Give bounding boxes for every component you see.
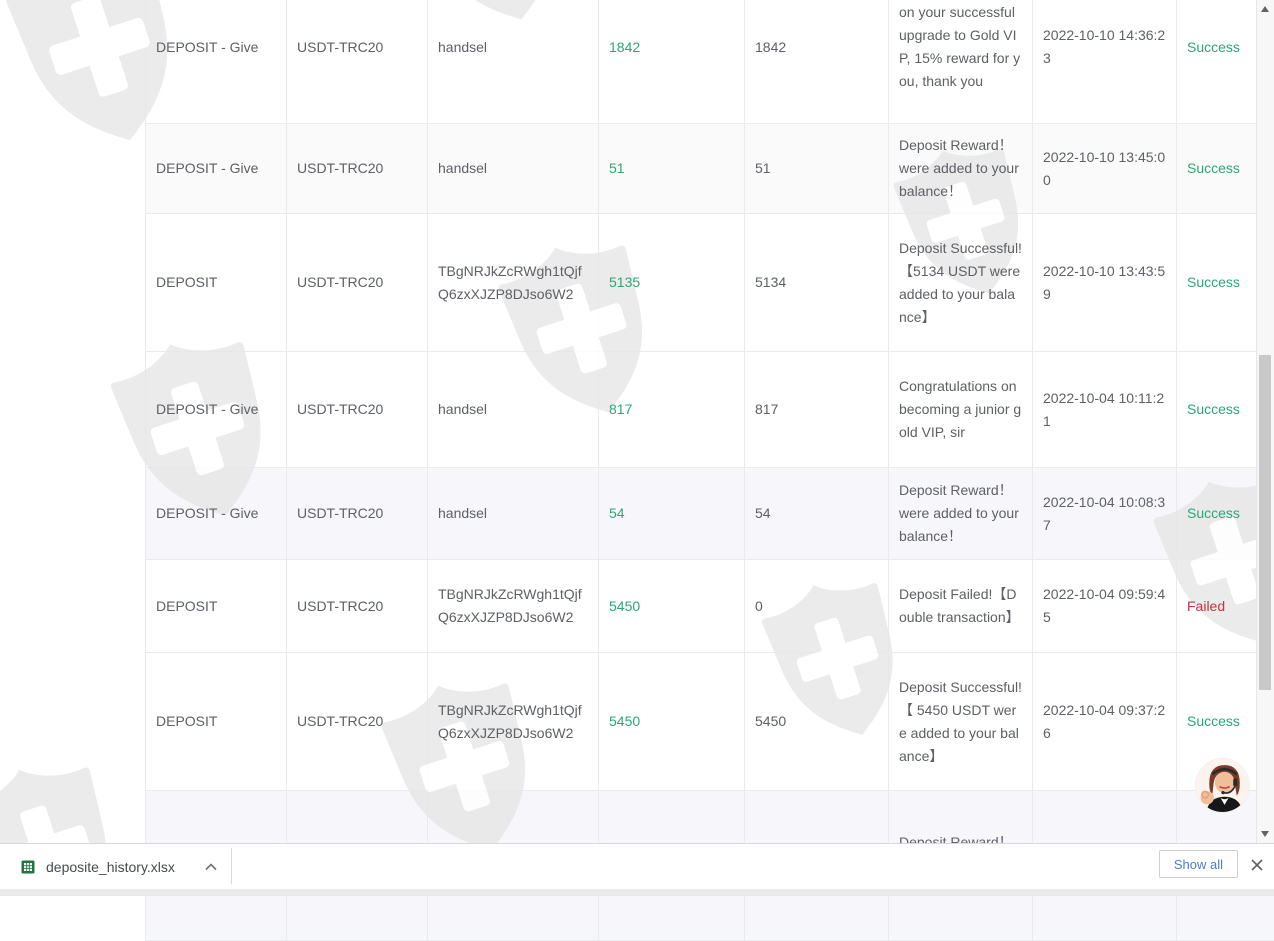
scroll-down-arrow-icon[interactable] xyxy=(1261,831,1269,837)
network-cell: USDT-TRC20 xyxy=(297,502,383,525)
network-cell: USDT-TRC20 xyxy=(297,36,383,59)
actual-amount-cell: 54 xyxy=(755,502,771,525)
chevron-up-icon[interactable] xyxy=(205,863,217,871)
network-cell: USDT-TRC20 xyxy=(297,398,383,421)
scrollbar-thumb[interactable] xyxy=(1259,355,1271,690)
actual-amount-cell: 51 xyxy=(755,157,771,180)
table-row: DEPOSIT USDT-TRC20 TBgNRJkZcRWgh1tQjfQ6z… xyxy=(146,214,1274,352)
status-badge: Failed xyxy=(1187,595,1225,618)
amount-cell: 54 xyxy=(609,502,625,525)
address-cell: handsel xyxy=(438,36,487,59)
remark-cell: Congratulations on becoming a junior gol… xyxy=(899,375,1022,444)
time-cell: 2022-10-04 10:11:21 xyxy=(1043,387,1166,433)
amount-cell: 5135 xyxy=(609,271,640,294)
status-badge: Success xyxy=(1187,36,1240,59)
remark-cell: Deposit Reward！were added to your balanc… xyxy=(899,134,1022,203)
address-cell: handsel xyxy=(438,398,487,421)
actual-amount-cell: 5450 xyxy=(755,710,786,733)
status-badge: Success xyxy=(1187,271,1240,294)
type-cell: DEPOSIT - Give xyxy=(156,36,258,59)
status-badge: Success xyxy=(1187,502,1240,525)
download-bar: deposite_history.xlsx Show all xyxy=(0,843,1274,890)
remark-cell: Deposit Reward！were added to your balanc… xyxy=(899,479,1022,548)
close-download-bar-button[interactable] xyxy=(1248,856,1266,874)
address-cell: TBgNRJkZcRWgh1tQjfQ6zxXJZP8DJso6W2 xyxy=(438,583,588,629)
remark-cell: on your successful upgrade to Gold VIP, … xyxy=(899,1,1022,93)
table-row: DEPOSIT - Give USDT-TRC20 handsel 54 54 … xyxy=(146,468,1274,560)
network-cell: USDT-TRC20 xyxy=(297,595,383,618)
network-cell: USDT-TRC20 xyxy=(297,271,383,294)
remark-cell: Deposit Successful!【5134 USDT were added… xyxy=(899,237,1022,329)
status-badge: Success xyxy=(1187,398,1240,421)
time-cell: 2022-10-04 09:59:45 xyxy=(1043,583,1166,629)
actual-amount-cell: 1842 xyxy=(755,36,786,59)
time-cell: 2022-10-10 13:43:59 xyxy=(1043,260,1166,306)
remark-cell: Deposit Successful!【 5450 USDT were adde… xyxy=(899,676,1022,768)
download-bar-divider xyxy=(231,848,232,884)
type-cell: DEPOSIT - Give xyxy=(156,502,258,525)
table-row: DEPOSIT USDT-TRC20 TBgNRJkZcRWgh1tQjfQ6z… xyxy=(146,560,1274,653)
network-cell: USDT-TRC20 xyxy=(297,710,383,733)
deposit-history-page: { "table": { "rows": [ {"type":"DEPOSIT … xyxy=(0,0,1274,896)
excel-file-icon xyxy=(20,859,36,875)
customer-service-avatar[interactable] xyxy=(1196,759,1249,812)
amount-cell: 51 xyxy=(609,157,625,180)
status-badge: Success xyxy=(1187,710,1240,733)
window-bottom-strip xyxy=(0,889,1274,896)
deposit-history-table: DEPOSIT - Give USDT-TRC20 handsel 1842 1… xyxy=(145,0,1109,941)
show-all-downloads-button[interactable]: Show all xyxy=(1159,850,1238,878)
time-cell: 2022-10-10 14:36:23 xyxy=(1043,24,1166,70)
type-cell: DEPOSIT xyxy=(156,710,217,733)
vertical-scrollbar[interactable] xyxy=(1256,0,1274,843)
amount-cell: 5450 xyxy=(609,595,640,618)
type-cell: DEPOSIT xyxy=(156,595,217,618)
remark-cell: Deposit Failed!【Double transaction】 xyxy=(899,583,1022,629)
actual-amount-cell: 5134 xyxy=(755,271,786,294)
table-row: DEPOSIT - Give USDT-TRC20 handsel 51 51 … xyxy=(146,124,1274,214)
address-cell: TBgNRJkZcRWgh1tQjfQ6zxXJZP8DJso6W2 xyxy=(438,260,588,306)
time-cell: 2022-10-10 13:45:00 xyxy=(1043,146,1166,192)
downloaded-file-name: deposite_history.xlsx xyxy=(46,859,175,875)
amount-cell: 5450 xyxy=(609,710,640,733)
type-cell: DEPOSIT - Give xyxy=(156,157,258,180)
downloaded-file-item[interactable]: deposite_history.xlsx xyxy=(12,849,225,885)
type-cell: DEPOSIT - Give xyxy=(156,398,258,421)
address-cell: handsel xyxy=(438,502,487,525)
amount-cell: 817 xyxy=(609,398,632,421)
address-cell: handsel xyxy=(438,157,487,180)
time-cell: 2022-10-04 09:37:26 xyxy=(1043,699,1166,745)
address-cell: TBgNRJkZcRWgh1tQjfQ6zxXJZP8DJso6W2 xyxy=(438,699,588,745)
actual-amount-cell: 0 xyxy=(755,595,763,618)
actual-amount-cell: 817 xyxy=(755,398,778,421)
table-row: DEPOSIT USDT-TRC20 TBgNRJkZcRWgh1tQjfQ6z… xyxy=(146,653,1274,791)
table-row: DEPOSIT - Give USDT-TRC20 handsel 817 81… xyxy=(146,352,1274,468)
scroll-up-arrow-icon[interactable] xyxy=(1261,6,1269,12)
network-cell: USDT-TRC20 xyxy=(297,157,383,180)
customer-service-avatar-image xyxy=(1196,759,1249,812)
table-row: DEPOSIT - Give USDT-TRC20 handsel 1842 1… xyxy=(146,0,1274,124)
type-cell: DEPOSIT xyxy=(156,271,217,294)
amount-cell: 1842 xyxy=(609,36,640,59)
time-cell: 2022-10-04 10:08:37 xyxy=(1043,491,1166,537)
status-badge: Success xyxy=(1187,157,1240,180)
close-icon xyxy=(1250,858,1264,872)
